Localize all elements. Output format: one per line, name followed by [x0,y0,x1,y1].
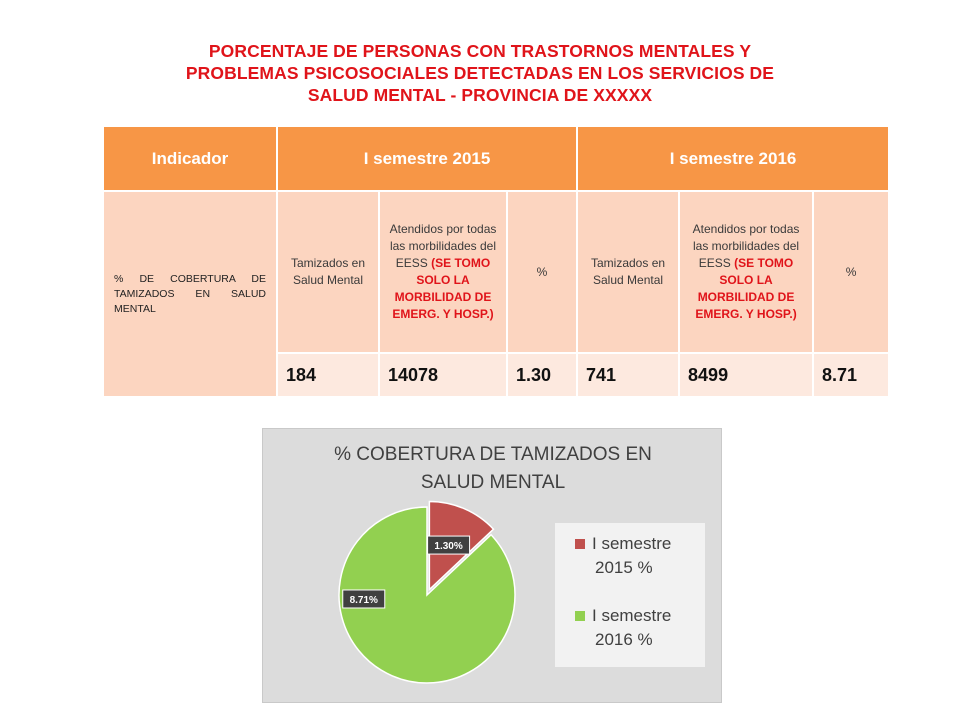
table-header-row: Indicador I semestre 2015 I semestre 201… [102,125,891,192]
value-2016-tamizados: 741 [576,352,681,398]
sub-2015-atendidos: Atendidos por todas las morbilidades del… [378,190,508,354]
pie-chart: % COBERTURA DE TAMIZADOS EN SALUD MENTAL… [262,428,722,703]
value-2016-atendidos: 8499 [678,352,815,398]
title-line-2: PROBLEMAS PSICOSOCIALES DETECTADAS EN LO… [185,63,775,83]
data-label-2: 8.71% [342,589,386,609]
legend-label-2-line-2: 2016 % [595,630,653,649]
pie-slice-2 [338,506,516,684]
chart-title-line-1: % COBERTURA DE TAMIZADOS EN [334,444,652,465]
header-semestre-2015: I semestre 2015 [275,125,579,192]
sub-2015-atendidos-note: (SE TOMO SOLO LA MORBILIDAD DE EMERG. Y … [392,256,494,321]
header-semestre-2016: I semestre 2016 [576,125,891,192]
sub-2015-atendidos-text: Atendidos por todas las morbilidades del… [389,222,497,270]
chart-title-line-2: SALUD MENTAL [421,472,565,493]
legend-label-1-line-2: 2015 % [595,558,653,577]
sub-2016-atendidos-text: Atendidos por todas las morbilidades del… [692,222,800,270]
table-values-row: 184 14078 1.30 741 8499 8.71 [103,352,891,398]
sub-2016-tamizados: Tamizados en Salud Mental [576,190,681,354]
data-label-text-1: 1.30% [434,541,462,552]
indicator-text: % DE COBERTURA DE TAMIZADOS EN SALUD MEN… [114,272,266,315]
sub-2016-pct: % [812,190,891,354]
sub-2015-tamizados: Tamizados en Salud Mental [276,190,380,354]
pie-chart-svg: % COBERTURA DE TAMIZADOS EN SALUD MENTAL… [334,444,705,684]
data-label-bg-1 [427,535,471,555]
value-2015-tamizados: 184 [276,352,380,398]
sub-2016-atendidos-note: (SE TOMO SOLO LA MORBILIDAD DE EMERG. Y … [695,256,797,321]
legend-swatch-2 [575,611,585,621]
value-2016-pct: 8.71 [812,352,891,398]
title-line-1: PORCENTAJE DE PERSONAS CON TRASTORNOS ME… [208,41,752,61]
table-subheader-row: % DE COBERTURA DE TAMIZADOS EN SALUD MEN… [102,190,891,398]
legend-label-2-line-1: I semestre [592,606,671,625]
legend-entries: I semestre 2015 % I semestre 2016 % [575,534,671,649]
data-label-1: 1.30% [427,535,471,555]
sub-2015-pct: % [505,190,579,354]
pie-data-labels: 1.30% 8.71% [342,535,471,609]
data-label-bg-2 [342,589,386,609]
title-line-3: SALUD MENTAL - PROVINCIA DE XXXXX [307,85,653,105]
data-label-text-2: 8.71% [350,595,378,606]
indicator-table: Indicador I semestre 2015 I semestre 201… [102,125,891,398]
value-2015-pct: 1.30 [505,352,579,398]
indicator-label: % DE COBERTURA DE TAMIZADOS EN SALUD MEN… [102,190,278,398]
legend-swatch-1 [575,539,585,549]
sub-2016-atendidos: Atendidos por todas las morbilidades del… [678,190,815,354]
header-indicador: Indicador [102,125,278,192]
page-title: PORCENTAJE DE PERSONAS CON TRASTORNOS ME… [110,40,850,106]
legend-label-1-line-1: I semestre [592,534,671,553]
value-2015-atendidos: 14078 [378,352,508,398]
